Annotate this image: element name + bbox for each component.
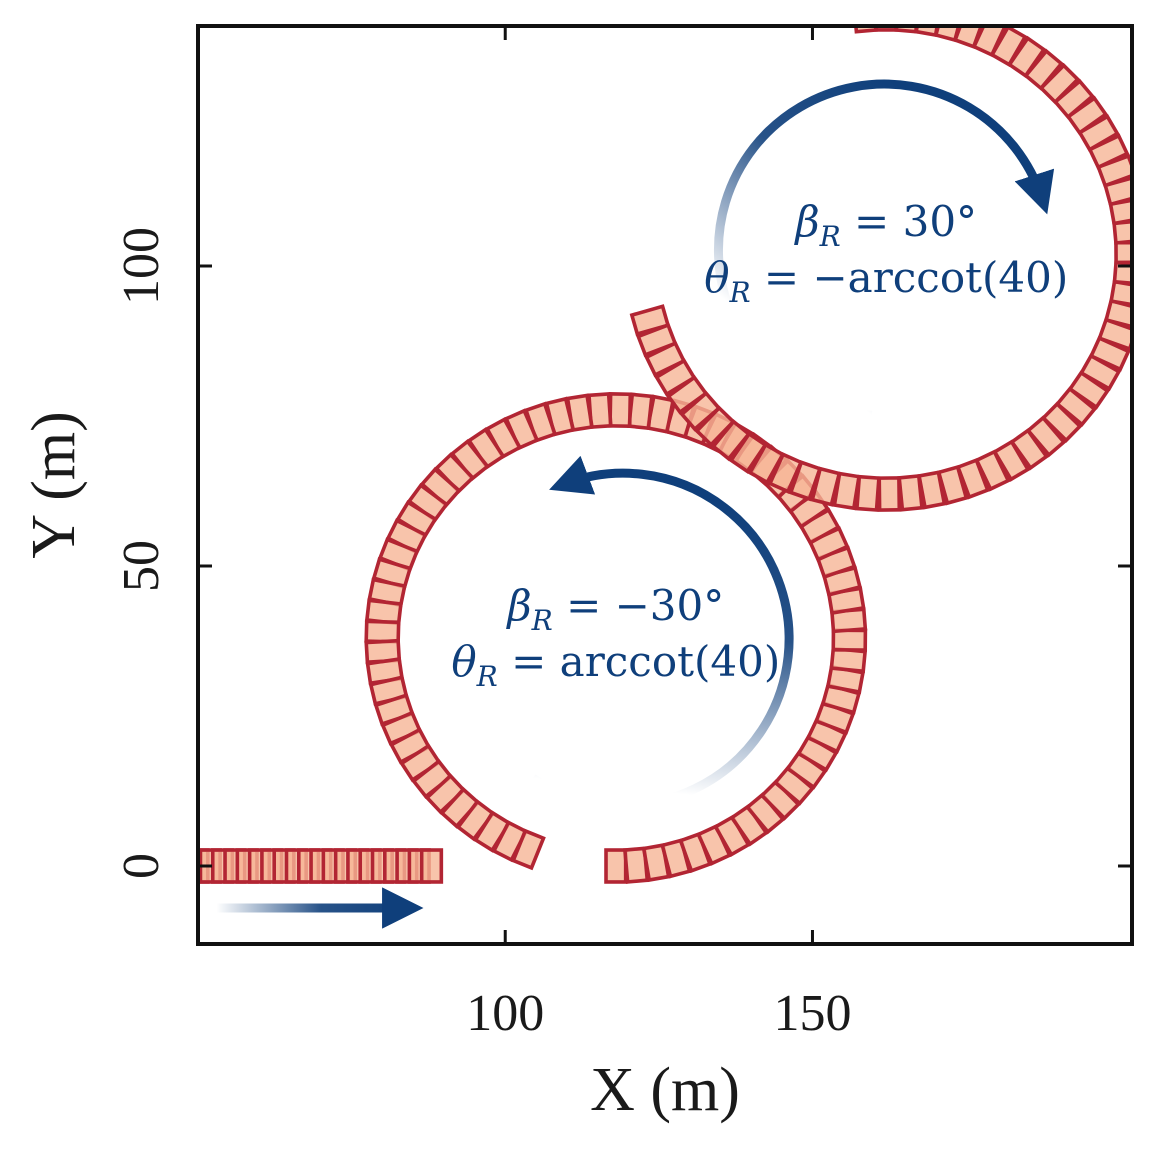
trajectory-box-s2-49 [914,26,944,38]
trajectory-box-s1-35 [626,392,654,431]
x-tick-label-1: 150 [773,985,851,1042]
trajectory-box-s2-51 [874,26,898,32]
trajectory-box-s2-14 [854,474,881,512]
annotation-0-line-0: βR = −30° [505,581,724,637]
direction-arrow-1 [530,455,794,810]
y-tick-label-1: 50 [113,540,170,592]
plot-area: βR = −30°θR = arccot(40) βR = 30°θR = −ar… [198,26,1132,929]
trajectory-box-s2-47 [952,26,987,50]
trajectory-box-s2-13 [832,471,862,511]
y-tick-label-0: 0 [113,853,170,879]
trajectory-box-s1-54 [364,619,401,644]
x-axis-title: X (m) [590,1056,740,1124]
trajectory-box-s0-19 [419,848,444,884]
trajectory-box-s1-0 [604,848,628,884]
trajectory-box-s1-18 [831,628,868,652]
direction-arrows [216,79,1055,929]
annotation-0-line-1: θR = arccot(40) [451,637,780,693]
trajectory-box-s2-48 [933,26,966,43]
axis-tick-labels: 100 150 0 50 100 [113,227,851,1042]
trajectory-box-s1-36 [608,392,633,429]
trajectory-box-s2-31 [1109,279,1132,309]
annotation-1-line-1: θR = −arccot(40) [704,253,1068,309]
plot-frame [196,24,1134,946]
trajectory-box-s1-68 [510,828,546,871]
annotation-1-line-0: βR = 30° [793,197,977,253]
vehicle-trajectory [198,26,1132,884]
trajectory-box-s2-52 [851,26,878,34]
y-tick-label-2: 100 [113,227,170,305]
trajectory-box-s2-50 [894,26,921,34]
y-axis-title: Y (m) [20,411,88,559]
direction-arrow-2 [713,79,1055,420]
x-tick-label-0: 100 [466,985,544,1042]
axis-ticks [198,26,1132,944]
trajectory-box-s2-15 [877,476,902,512]
trajectory-box-s1-17 [829,646,868,674]
annotations: βR = −30°θR = arccot(40) βR = 30°θR = −ar… [451,197,1068,693]
